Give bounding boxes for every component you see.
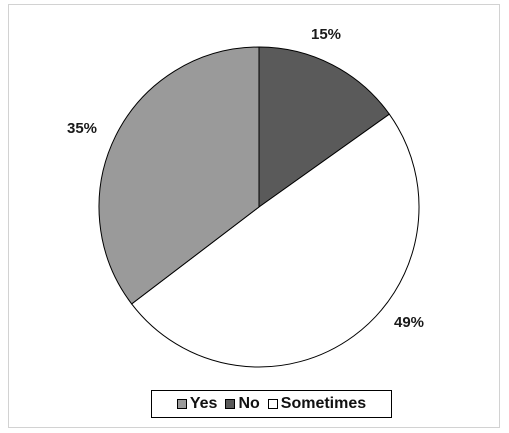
legend-item-no: No [225,395,260,412]
legend-label-yes: Yes [189,395,218,412]
legend-swatch-sometimes [267,399,278,409]
legend-label-sometimes: Sometimes [280,395,367,412]
legend-item-yes: Yes [176,395,218,412]
pie-slice-no [258,46,391,208]
pie-slice-yes [98,46,260,305]
slice-label-no: 15% [311,26,341,43]
pie-slices [98,46,420,368]
legend-swatch-yes [176,399,187,409]
legend-item-sometimes: Sometimes [267,395,367,412]
slice-label-yes: 35% [67,120,97,137]
chart-legend: Yes No Sometimes [151,390,392,418]
legend-label-no: No [238,395,260,412]
pie-slice-labels: 15% 49% 35% [67,26,424,331]
legend-swatch-no [225,399,236,409]
slice-label-sometimes: 49% [394,314,424,331]
chart-area: 15% 49% 35% Yes No Sometimes [8,4,500,428]
pie-chart: 15% 49% 35% [67,26,424,368]
pie-slice-sometimes [130,113,420,368]
